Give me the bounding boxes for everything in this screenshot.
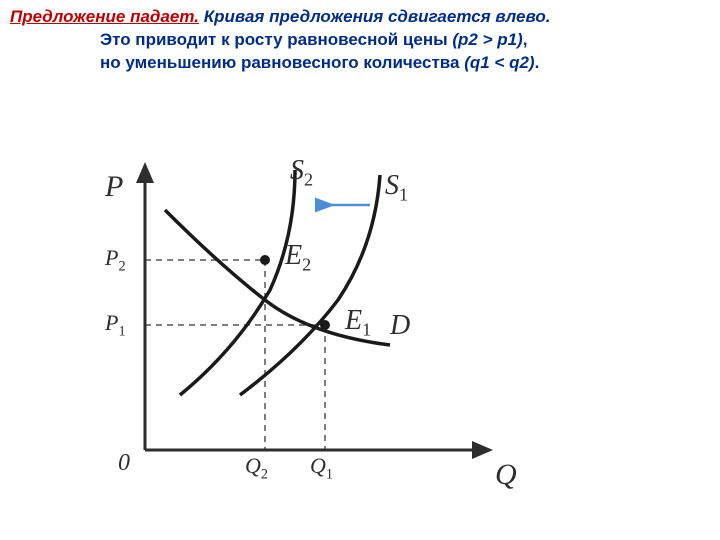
header-line3: но уменьшению равновесного количества (q… [10,52,710,75]
label-e1: E1 [345,305,371,341]
header-line2: Это приводит к росту равновесной цены (p… [10,29,710,52]
label-q2: Q2 [245,453,268,483]
point-e2 [260,255,270,265]
label-s2: S2 [290,155,313,191]
supply-curve-s1 [240,175,380,395]
label-p1: P1 [105,310,126,340]
title-lead: Предложение падает. [10,7,199,26]
label-p2: P2 [105,245,126,275]
supply-curve-s2 [180,170,295,395]
supply-demand-chart: P Q 0 P2 P1 Q2 Q1 S2 S1 E2 E1 D [80,150,600,520]
point-e1 [320,320,330,330]
label-p-axis: P [105,170,123,204]
label-origin: 0 [118,450,130,477]
chart-svg [80,150,600,520]
label-s1: S1 [385,170,408,206]
label-e2: E2 [285,240,311,276]
label-q1: Q1 [310,453,333,483]
label-q-axis: Q [495,458,517,492]
label-d: D [390,310,410,342]
title-rest: Кривая предложения сдвигается влево. [199,7,550,26]
